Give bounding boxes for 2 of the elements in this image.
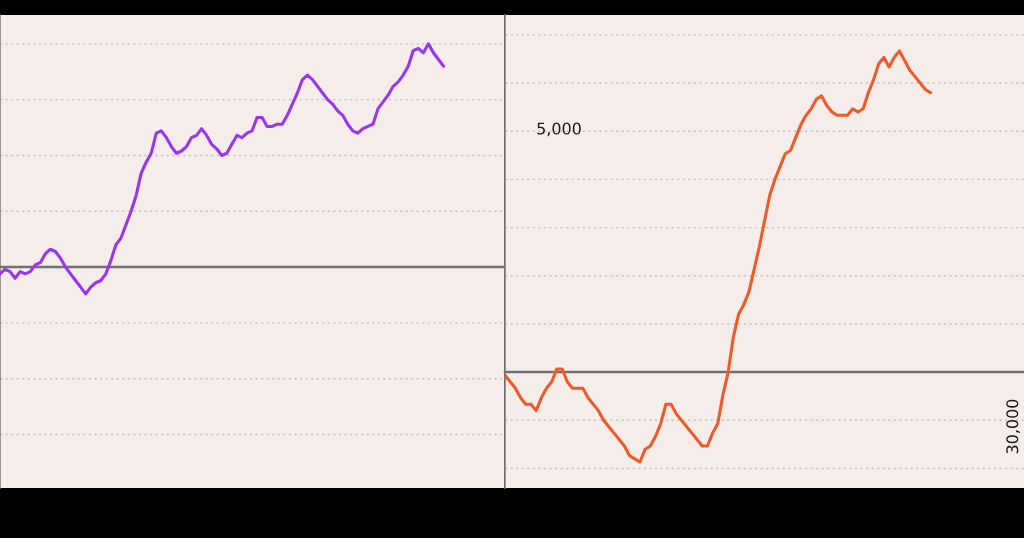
- annotation: 5,000: [537, 122, 581, 137]
- annotation: 30,000: [1006, 399, 1020, 454]
